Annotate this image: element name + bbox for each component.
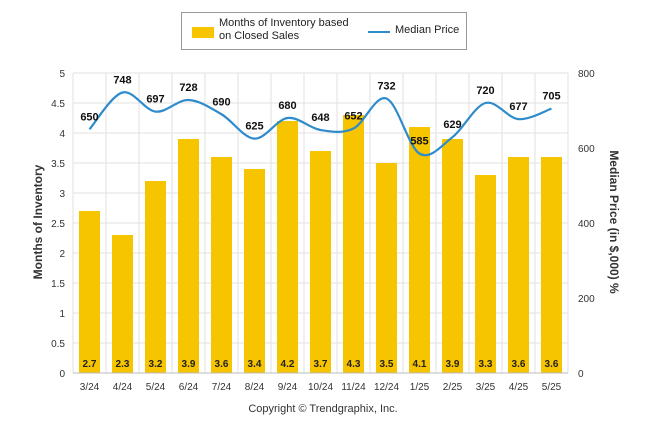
bar xyxy=(409,127,430,373)
y-tick-label-right: 0 xyxy=(578,369,584,380)
y-tick-label-right: 800 xyxy=(578,69,595,80)
line-series xyxy=(88,91,552,157)
x-tick-label: 5/25 xyxy=(542,382,562,393)
y-tick-label-left: 0.5 xyxy=(51,339,65,350)
y-tick-label-left: 3.5 xyxy=(51,159,65,170)
x-tick-label: 6/24 xyxy=(179,382,199,393)
bar-value-label: 2.7 xyxy=(83,359,97,370)
bar xyxy=(343,115,364,373)
x-tick-label: 8/24 xyxy=(245,382,265,393)
y-tick-label-left: 0 xyxy=(59,369,65,380)
bar xyxy=(442,139,463,373)
bar xyxy=(178,139,199,373)
x-tick-label: 2/25 xyxy=(443,382,463,393)
bar-value-label: 3.5 xyxy=(380,359,394,370)
y-tick-label-left: 2.5 xyxy=(51,219,65,230)
x-tick-label: 10/24 xyxy=(308,382,333,393)
median-price-line xyxy=(88,91,552,157)
axes: 0 0.5 1 1.5 2 2.5 3 3.5 4 4.5 5 0 200 400 600 800 3/24 4/… xyxy=(51,69,595,393)
legend-line-label: Median Price xyxy=(395,24,460,36)
bar-value-label: 3.2 xyxy=(149,359,163,370)
bar xyxy=(79,211,100,373)
chart-legend: Months of Inventory based on Closed Sale… xyxy=(181,12,467,50)
x-tick-label: 1/25 xyxy=(410,382,430,393)
bar xyxy=(277,121,298,373)
line-value-label: 625 xyxy=(245,121,263,133)
y-axis-title-right: Median Price (in $,000) % xyxy=(607,150,621,294)
bar xyxy=(310,151,331,373)
legend-line-swatch xyxy=(368,31,390,33)
line-value-label: 648 xyxy=(311,112,329,124)
line-value-label: 585 xyxy=(410,136,428,148)
x-tick-label: 4/25 xyxy=(509,382,529,393)
bar-value-label: 2.3 xyxy=(116,359,130,370)
bar-value-label: 4.1 xyxy=(413,359,427,370)
line-value-label: 697 xyxy=(146,94,164,106)
bar xyxy=(112,235,133,373)
y-tick-label-left: 5 xyxy=(59,69,65,80)
bar-value-label: 4.3 xyxy=(347,359,361,370)
y-tick-label-left: 4 xyxy=(59,129,65,140)
bar-value-label: 3.3 xyxy=(479,359,493,370)
line-value-label: 705 xyxy=(542,91,560,103)
line-value-label: 677 xyxy=(509,101,527,113)
x-tick-label: 5/24 xyxy=(146,382,166,393)
x-tick-label: 3/25 xyxy=(476,382,496,393)
y-tick-label-left: 1.5 xyxy=(51,279,65,290)
line-value-label: 748 xyxy=(113,75,131,87)
line-value-label: 680 xyxy=(278,100,296,112)
bar-value-label: 3.6 xyxy=(215,359,229,370)
bar xyxy=(376,163,397,373)
bar xyxy=(145,181,166,373)
y-tick-label-left: 4.5 xyxy=(51,99,65,110)
bar xyxy=(211,157,232,373)
y-tick-label-left: 2 xyxy=(59,249,65,260)
line-value-label: 690 xyxy=(212,96,230,108)
bar-value-label: 3.4 xyxy=(248,359,262,370)
y-tick-label-right: 200 xyxy=(578,294,595,305)
bar-series xyxy=(79,115,562,373)
bar-value-label: 3.7 xyxy=(314,359,328,370)
y-tick-label-right: 600 xyxy=(578,144,595,155)
bar-value-label: 3.6 xyxy=(512,359,526,370)
bar-value-label: 3.9 xyxy=(182,359,196,370)
bar-value-label: 3.9 xyxy=(446,359,460,370)
line-value-label: 652 xyxy=(344,111,362,123)
line-value-label: 732 xyxy=(377,81,395,93)
x-tick-label: 9/24 xyxy=(278,382,298,393)
legend-bar-swatch xyxy=(192,27,214,38)
x-tick-label: 4/24 xyxy=(113,382,133,393)
line-value-label: 720 xyxy=(476,85,494,97)
bar-value-label: 4.2 xyxy=(281,359,295,370)
bar-value-label: 3.6 xyxy=(545,359,559,370)
y-axis-title-left: Months of Inventory xyxy=(31,164,45,279)
line-value-label: 629 xyxy=(443,119,461,131)
copyright-text: Copyright © Trendgraphix, Inc. xyxy=(248,403,398,415)
data-labels: 2.7 2.3 3.2 3.9 3.6 3.4 4.2 3.7 4.3 3.5 4.1 3.9 3.3 3… xyxy=(80,75,560,371)
y-tick-label-right: 400 xyxy=(578,219,595,230)
bar xyxy=(244,169,265,373)
y-tick-label-left: 1 xyxy=(59,309,65,320)
x-tick-label: 12/24 xyxy=(374,382,399,393)
bar xyxy=(475,175,496,373)
x-tick-label: 3/24 xyxy=(80,382,100,393)
line-value-label: 728 xyxy=(179,82,197,94)
legend-bar-label: Months of Inventory based on Closed Sale… xyxy=(219,17,349,42)
y-tick-label-left: 3 xyxy=(59,189,65,200)
bar xyxy=(541,157,562,373)
x-tick-label: 7/24 xyxy=(212,382,232,393)
line-value-label: 650 xyxy=(80,111,98,123)
bar xyxy=(508,157,529,373)
x-tick-label: 11/24 xyxy=(341,382,366,393)
